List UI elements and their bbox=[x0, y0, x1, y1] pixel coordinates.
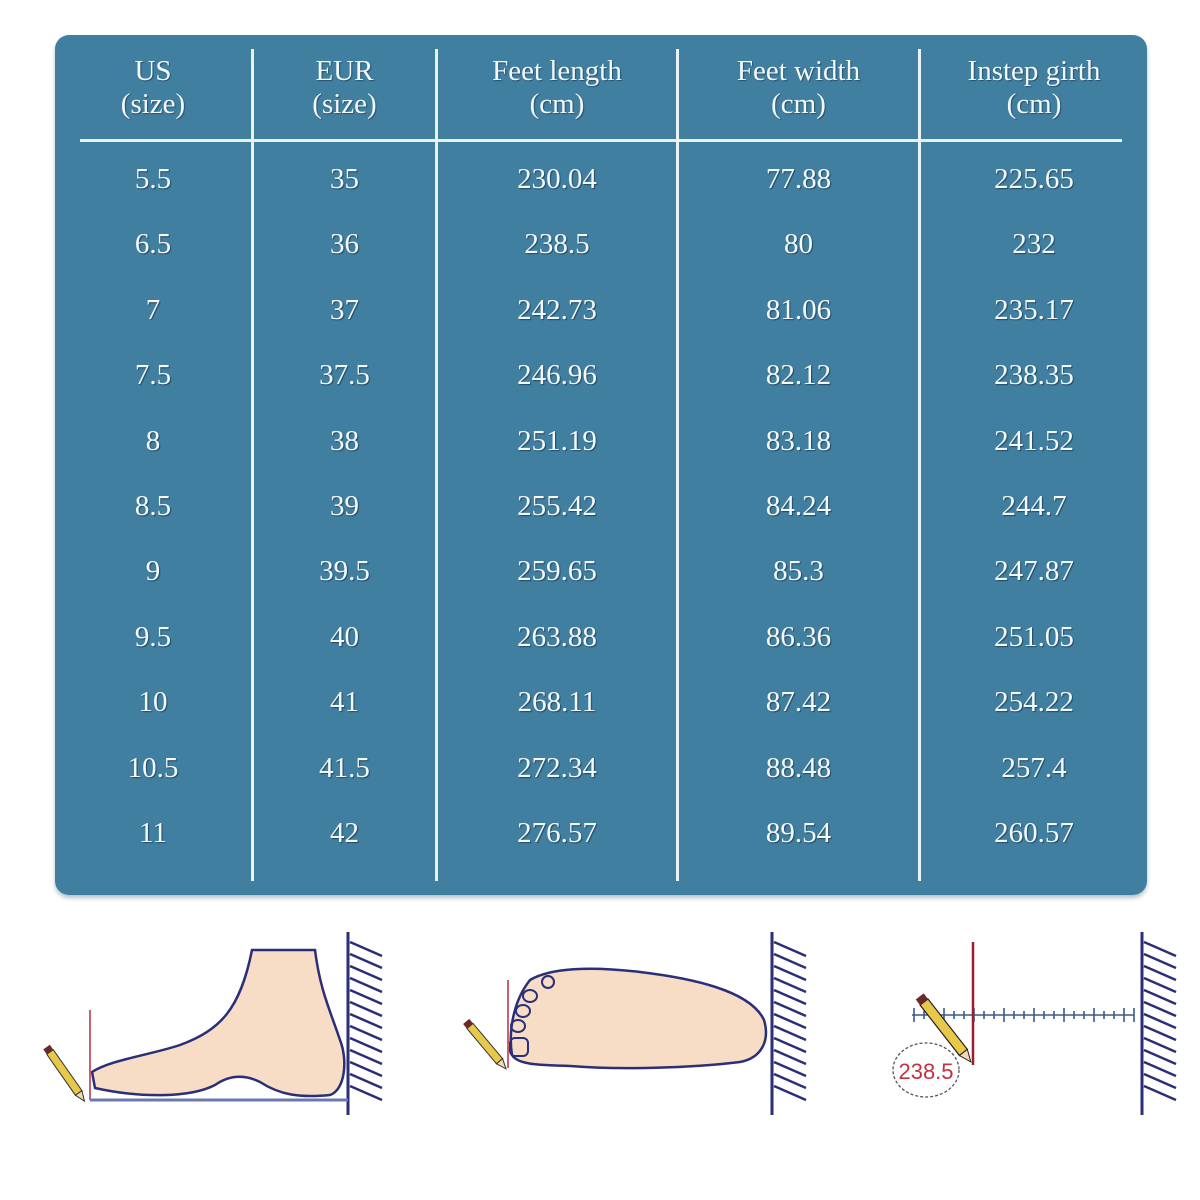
table-cell-eur: 37.5 bbox=[319, 359, 370, 392]
table-cell-us: 7 bbox=[145, 293, 161, 326]
table-cell-us: 9 bbox=[145, 555, 161, 588]
table-cell-length: 238.5 bbox=[524, 228, 590, 261]
table-cell-us: 5.5 bbox=[134, 163, 172, 195]
table-cell-girth: 257.4 bbox=[1001, 751, 1067, 784]
table-cell-width: 77.88 bbox=[765, 163, 832, 195]
table-cell-length: 272.34 bbox=[517, 751, 597, 784]
measurement-label: 238.5 bbox=[898, 1059, 953, 1084]
table-cell-us: 6.5 bbox=[134, 228, 172, 261]
table-cell-width: 88.48 bbox=[765, 751, 832, 784]
ruler-measurement-diagram: 238.5 bbox=[892, 932, 1177, 1115]
table-cell-length: 255.42 bbox=[517, 490, 597, 522]
table-cell-length: 268.11 bbox=[517, 686, 597, 719]
table-cell-eur: 41.5 bbox=[319, 751, 370, 784]
column-divider bbox=[676, 49, 679, 881]
table-cell-width: 80 bbox=[784, 228, 813, 261]
header-unit: (cm) bbox=[771, 88, 826, 120]
table-cell-us: 8 bbox=[145, 424, 161, 457]
header-unit: (cm) bbox=[529, 88, 585, 120]
table-cell-girth: 232 bbox=[1012, 228, 1056, 261]
header-us: US (size) bbox=[55, 55, 251, 135]
table-cell-eur: 39.5 bbox=[319, 555, 370, 588]
table-cell-width: 89.54 bbox=[765, 817, 832, 849]
table-cell-eur: 39 bbox=[330, 490, 359, 522]
table-cell-girth: 241.52 bbox=[994, 424, 1074, 457]
table-cell-girth: 238.35 bbox=[994, 359, 1074, 392]
wall-icon bbox=[770, 932, 807, 1115]
table-cell-girth: 244.7 bbox=[1001, 490, 1067, 522]
table-cell-width: 85.3 bbox=[773, 555, 824, 588]
table-cell-girth: 247.87 bbox=[994, 555, 1074, 588]
table-cell-us: 7.5 bbox=[134, 359, 172, 392]
table-cell-width: 86.36 bbox=[765, 620, 832, 653]
header-feet-length: Feet length (cm) bbox=[438, 55, 676, 135]
header-label: Instep girth bbox=[967, 55, 1101, 87]
header-unit: (size) bbox=[120, 88, 186, 120]
table-cell-us: 8.5 bbox=[134, 490, 172, 522]
pencil-icon bbox=[43, 1044, 86, 1103]
header-instep-girth: Instep girth (cm) bbox=[921, 55, 1147, 135]
header-label: US bbox=[134, 55, 172, 87]
table-cell-girth: 254.22 bbox=[994, 686, 1074, 719]
table-cell-width: 83.18 bbox=[765, 424, 832, 457]
header-label: Feet length bbox=[492, 55, 622, 87]
header-eur: EUR (size) bbox=[254, 55, 435, 135]
table-cell-length: 263.88 bbox=[517, 620, 597, 653]
pencil-icon bbox=[915, 993, 972, 1063]
table-cell-width: 84.24 bbox=[765, 490, 832, 522]
table-cell-width: 82.12 bbox=[765, 359, 832, 392]
header-unit: (size) bbox=[312, 88, 377, 120]
foot-icon bbox=[509, 967, 768, 1070]
top-foot-diagram bbox=[463, 932, 807, 1115]
wall-icon bbox=[1140, 932, 1177, 1115]
foot-icon bbox=[90, 948, 346, 1098]
table-cell-us: 10 bbox=[138, 686, 168, 719]
table-cell-eur: 37 bbox=[330, 293, 359, 326]
table-cell-length: 230.04 bbox=[517, 163, 597, 195]
wall-icon bbox=[346, 932, 383, 1115]
table-cell-length: 242.73 bbox=[517, 293, 597, 326]
header-label: EUR bbox=[315, 55, 374, 87]
table-cell-length: 276.57 bbox=[517, 817, 597, 849]
table-cell-eur: 38 bbox=[330, 424, 359, 457]
header-unit: (cm) bbox=[1006, 88, 1062, 120]
table-cell-eur: 35 bbox=[330, 163, 359, 195]
table-cell-girth: 260.57 bbox=[994, 817, 1074, 849]
header-label: Feet width bbox=[736, 55, 861, 87]
table-cell-us: 10.5 bbox=[127, 751, 179, 784]
table-cell-eur: 41 bbox=[330, 686, 359, 719]
column-divider bbox=[918, 49, 921, 881]
table-cell-eur: 42 bbox=[330, 817, 359, 849]
table-cell-eur: 40 bbox=[330, 620, 359, 653]
table-cell-girth: 251.05 bbox=[994, 620, 1074, 653]
table-cell-length: 259.65 bbox=[517, 555, 597, 588]
table-cell-eur: 36 bbox=[330, 228, 359, 261]
ruler-icon bbox=[912, 1008, 1135, 1022]
table-cell-us: 9.5 bbox=[134, 620, 172, 653]
pencil-icon bbox=[463, 1018, 507, 1070]
table-cell-us: 11 bbox=[139, 817, 167, 849]
table-cell-length: 246.96 bbox=[517, 359, 597, 392]
table-cell-width: 81.06 bbox=[765, 293, 832, 326]
size-chart-table: US (size) EUR (size) Feet length (cm) Fe… bbox=[55, 35, 1147, 895]
table-cell-length: 251.19 bbox=[517, 424, 597, 457]
table-cell-width: 87.42 bbox=[765, 686, 832, 719]
header-divider bbox=[80, 139, 1122, 142]
column-divider bbox=[435, 49, 438, 881]
column-divider bbox=[251, 49, 254, 881]
header-feet-width: Feet width (cm) bbox=[679, 55, 918, 135]
side-foot-diagram bbox=[43, 932, 383, 1115]
table-cell-girth: 235.17 bbox=[994, 293, 1074, 326]
table-cell-girth: 225.65 bbox=[994, 163, 1074, 195]
